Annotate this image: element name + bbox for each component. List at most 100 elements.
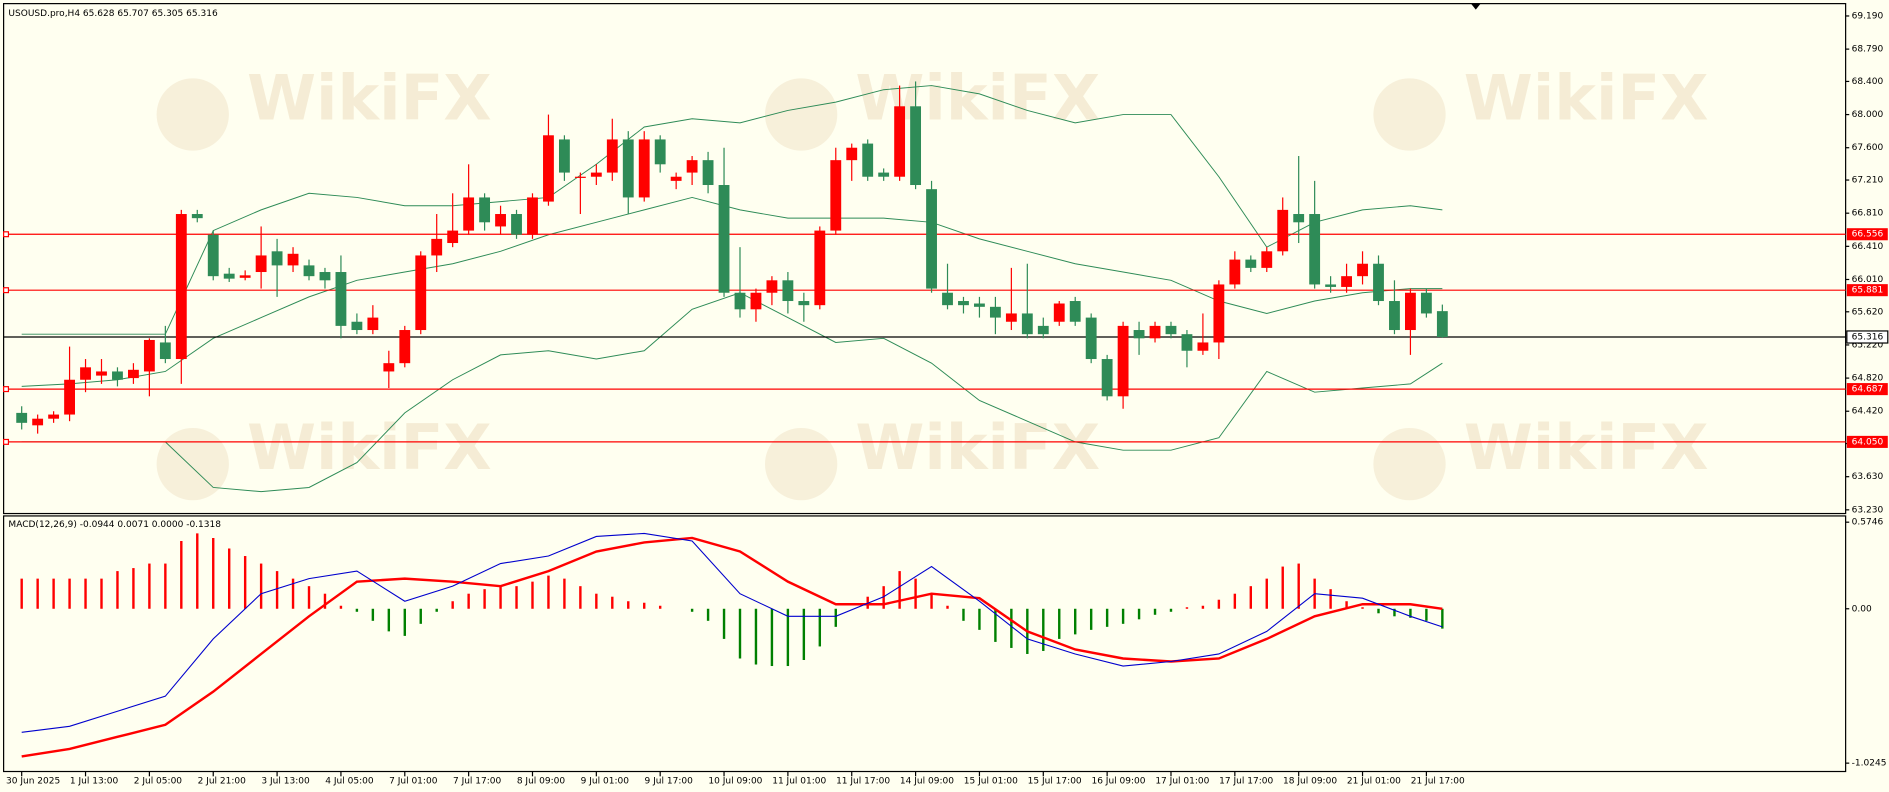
candle-body <box>1165 325 1177 335</box>
watermark-logo <box>764 78 838 151</box>
x-tick-label: 3 Jul 13:00 <box>261 777 310 787</box>
candle-body <box>974 303 985 307</box>
candle-body <box>734 292 746 310</box>
candle-body <box>1117 325 1129 397</box>
candle-body <box>590 172 602 177</box>
current-price-box <box>1846 330 1889 344</box>
y-tick-label: 65.220 <box>1852 340 1884 350</box>
level-label: 66.556 <box>1852 230 1884 240</box>
candle-body <box>1213 284 1225 343</box>
candle-body <box>399 330 411 364</box>
candle-body <box>64 379 75 415</box>
candle-body <box>175 214 187 360</box>
main-panel <box>3 3 1847 515</box>
candle-body <box>766 280 778 293</box>
candle-body <box>1389 301 1400 331</box>
level-label: 64.050 <box>1852 437 1884 447</box>
y-tick-label: 68.000 <box>1852 110 1884 120</box>
candle-body <box>718 185 730 293</box>
y-tick-label: 64.820 <box>1852 374 1884 384</box>
current-price-label: 65.316 <box>1852 332 1884 342</box>
candle-body <box>287 253 299 266</box>
candle-body <box>606 139 618 173</box>
level-label-box <box>1846 284 1888 297</box>
candle-body <box>1245 259 1257 268</box>
candle-body <box>1229 259 1241 285</box>
candle-body <box>319 272 331 281</box>
watermark-logo <box>156 427 229 501</box>
candle-body <box>527 197 538 235</box>
candle-body <box>239 275 251 278</box>
candle-body <box>1293 214 1305 223</box>
candle-body <box>255 255 267 273</box>
x-tick-label: 2 Jul 21:00 <box>198 777 247 787</box>
x-tick-label: 21 Jul 01:00 <box>1347 777 1401 787</box>
level-marker <box>3 231 10 238</box>
x-tick-label: 7 Jul 17:00 <box>453 777 502 787</box>
candle-body <box>1373 263 1384 302</box>
x-tick-label: 17 Jul 17:00 <box>1219 777 1273 787</box>
x-tick-label: 15 Jul 17:00 <box>1028 777 1082 787</box>
candle-body <box>367 317 379 331</box>
candle-body <box>223 273 235 279</box>
candle-body <box>32 418 44 426</box>
level-marker <box>3 438 10 445</box>
macd-panel <box>3 515 1847 773</box>
candle-body <box>1021 313 1033 335</box>
candle-body <box>1405 292 1416 331</box>
candle-body <box>431 238 443 256</box>
watermark-logo <box>156 78 229 151</box>
x-tick-label: 8 Jul 09:00 <box>517 777 566 787</box>
y-tick-label: 69.190 <box>1852 11 1884 21</box>
candle-body <box>958 301 969 306</box>
x-tick-label: 11 Jul 01:00 <box>772 777 826 787</box>
candle-body <box>1149 325 1161 339</box>
candle-body <box>654 139 666 165</box>
y-tick-label: 68.790 <box>1852 45 1884 55</box>
candle-body <box>702 160 714 186</box>
candle-body <box>830 160 842 231</box>
candle-body <box>878 172 890 177</box>
candle-body <box>447 230 459 244</box>
y-tick-label: 63.630 <box>1852 472 1884 482</box>
x-tick-label: 1 Jul 13:00 <box>70 777 119 787</box>
candle-body <box>558 139 570 173</box>
candle-body <box>862 143 874 177</box>
candle-body <box>191 214 203 219</box>
candle-body <box>112 371 123 380</box>
candle-body <box>686 160 698 173</box>
candle-body <box>335 272 347 326</box>
candle-body <box>479 197 491 223</box>
watermark: WikiFX <box>855 62 1100 135</box>
candle-body <box>543 135 554 202</box>
candle-body <box>926 189 937 289</box>
watermark-logo <box>1373 427 1446 501</box>
candle-body <box>638 139 650 198</box>
macd-title: MACD(12,26,9) -0.0944 0.0071 0.0000 -0.1… <box>8 520 221 530</box>
candle-body <box>942 292 953 306</box>
x-tick-label: 7 Jul 01:00 <box>389 777 438 787</box>
watermark: WikiFX <box>247 62 492 135</box>
x-tick-label: 9 Jul 01:00 <box>581 777 630 787</box>
y-tick-label: 65.620 <box>1852 307 1884 317</box>
y-tick-label: 0.5746 <box>1852 518 1884 528</box>
candle-body <box>670 176 682 181</box>
candle-body <box>1181 334 1193 351</box>
watermark: WikiFX <box>247 411 492 484</box>
y-tick-label: 66.810 <box>1852 209 1884 219</box>
shift-marker <box>1470 3 1481 10</box>
candle-body <box>96 371 107 376</box>
level-label-box <box>1846 435 1888 448</box>
candle-body <box>750 292 762 310</box>
x-tick-label: 21 Jul 17:00 <box>1411 777 1465 787</box>
candle-body <box>846 147 858 161</box>
y-tick-label: 68.400 <box>1852 77 1884 87</box>
candle-body <box>1085 317 1097 360</box>
candle-body <box>351 321 363 331</box>
level-label-box <box>1846 383 1888 396</box>
watermark-logo <box>1373 78 1446 151</box>
level-label: 65.881 <box>1852 286 1884 296</box>
band-upper <box>21 85 1443 335</box>
level-marker <box>3 287 10 294</box>
candle-body <box>1133 330 1145 339</box>
